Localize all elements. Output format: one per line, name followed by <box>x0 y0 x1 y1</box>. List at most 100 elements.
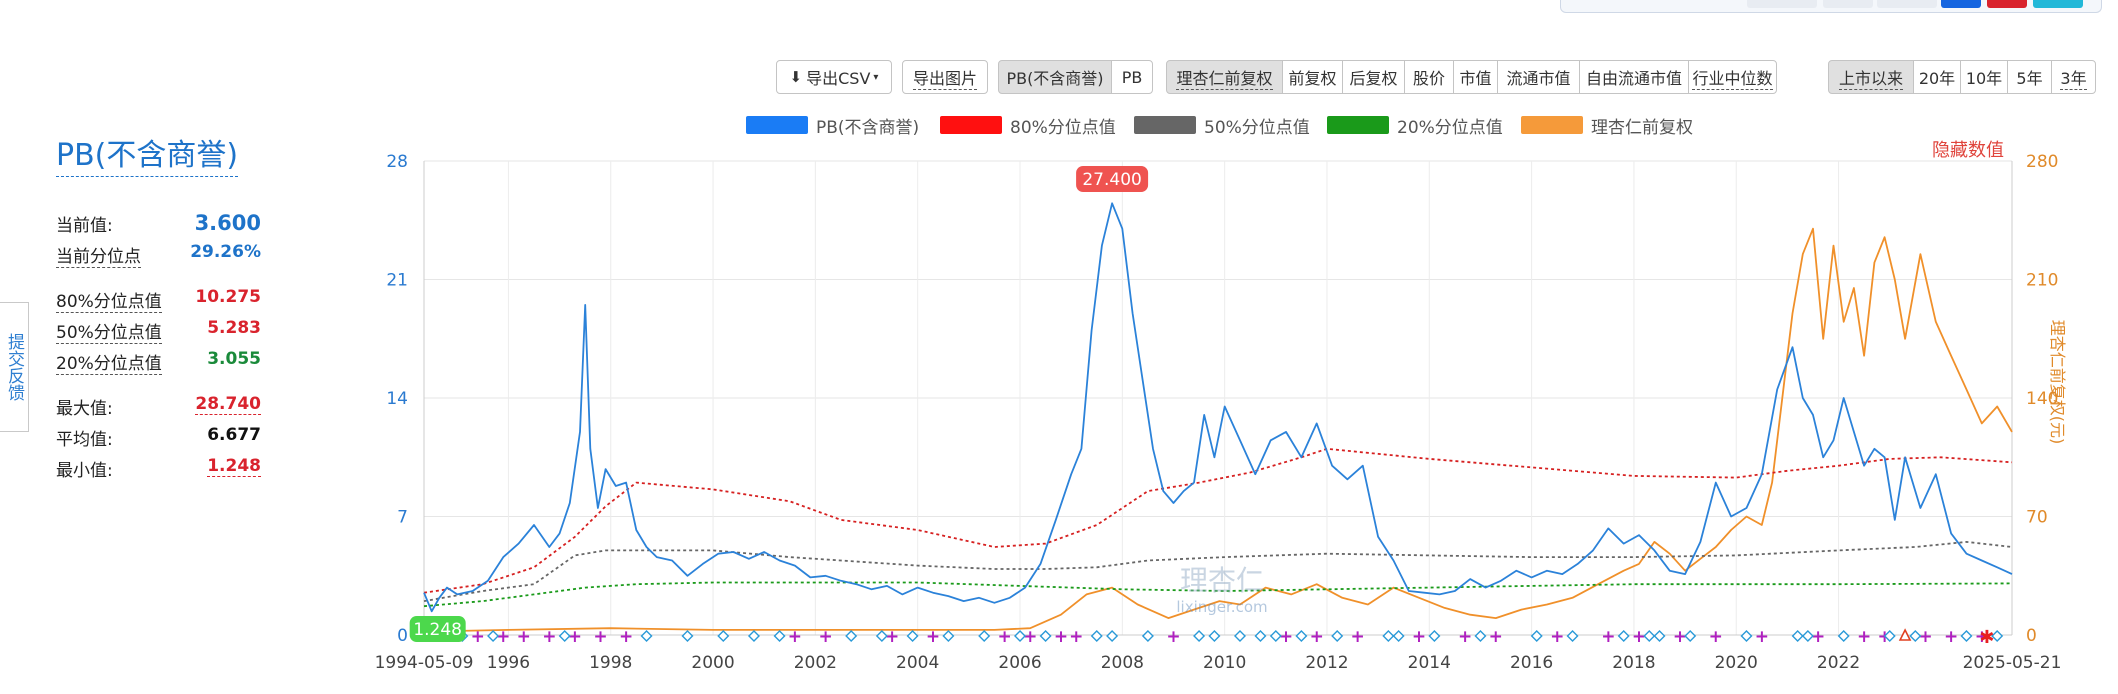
tab-range-0[interactable]: 上市以来 <box>1828 60 1914 94</box>
stat-label: 平均值: <box>56 430 113 450</box>
event-diamond-marker <box>1684 630 1697 642</box>
x-tick: 1998 <box>589 653 632 673</box>
export-image-button[interactable]: 导出图片 <box>902 60 988 94</box>
hide-values-link[interactable]: 隐藏数值 <box>1932 140 2004 161</box>
stat-value: 10.275 <box>195 287 261 307</box>
x-tick: 2012 <box>1305 653 1348 673</box>
x-tick: 2022 <box>1817 653 1860 673</box>
event-diamond-marker <box>1254 630 1267 642</box>
event-diamond-marker <box>487 630 500 642</box>
x-tick: 2004 <box>896 653 939 673</box>
tab-label: 自由流通市值 <box>1585 69 1682 88</box>
tab-pb-ex-goodwill[interactable]: PB(不含商誉) <box>998 60 1112 94</box>
legend-item[interactable]: 50%分位点值 <box>1134 114 1310 138</box>
event-triangle-marker <box>1898 628 1912 641</box>
event-diamond-marker <box>1801 630 1814 642</box>
stat-row: 最小值: 1.248 <box>56 456 261 487</box>
event-plus-marker: + <box>568 627 582 647</box>
watermark-name: 理杏仁 <box>1180 564 1264 597</box>
event-diamond-marker <box>1791 630 1804 642</box>
legend-item[interactable]: 20%分位点值 <box>1327 114 1503 138</box>
legend-label: PB(不含商誉) <box>816 117 920 138</box>
stat-row: 最大值: 28.740 <box>56 394 261 425</box>
event-plus-marker: + <box>1458 627 1472 647</box>
stat-label[interactable]: 80%分位点值 <box>56 287 162 313</box>
event-diamond-marker <box>1653 630 1666 642</box>
event-diamond-marker <box>1331 630 1344 642</box>
tab-pb[interactable]: PB <box>1111 60 1153 94</box>
tab-price-7[interactable]: 行业中位数 <box>1688 60 1777 94</box>
tab-price-6[interactable]: 自由流通市值 <box>1579 60 1689 94</box>
stat-label[interactable]: 当前分位点 <box>56 242 141 268</box>
tab-label: 5年 <box>2016 69 2043 88</box>
stat-label[interactable]: 50%分位点值 <box>56 318 162 344</box>
event-plus-marker: + <box>1023 627 1037 647</box>
tab-label: PB <box>1121 67 1143 87</box>
event-plus-marker: + <box>1673 627 1687 647</box>
event-star-marker: ✱ <box>1979 627 1994 648</box>
event-diamond-marker <box>1909 630 1922 642</box>
event-diamond-marker <box>1428 630 1441 642</box>
event-diamond-marker <box>1991 630 2004 642</box>
top-toolbar-stub <box>1560 0 2102 13</box>
stat-label[interactable]: 20%分位点值 <box>56 349 162 375</box>
y-right-tick: 140 <box>2026 389 2058 409</box>
event-plus-marker: + <box>496 627 510 647</box>
event-diamond-marker <box>1295 630 1308 642</box>
stat-row: 当前值: 3.600 <box>56 211 261 242</box>
legend-swatch <box>1521 116 1583 134</box>
event-plus-marker: + <box>926 627 940 647</box>
event-diamond-marker <box>978 630 991 642</box>
event-diamond-marker <box>1193 630 1206 642</box>
tab-price-2[interactable]: 后复权 <box>1342 60 1405 94</box>
event-plus-marker: + <box>1279 627 1293 647</box>
legend-swatch <box>1134 116 1196 134</box>
right-axis-title: 理杏仁前复权(元) <box>2048 320 2067 445</box>
y-left-tick: 7 <box>397 508 408 528</box>
tab-range-3[interactable]: 5年 <box>2007 60 2052 94</box>
stat-label: 当前值: <box>56 216 113 236</box>
metric-title[interactable]: PB(不含商誉) <box>56 130 239 177</box>
watermark: 理杏仁 lixinger.com <box>1176 564 1267 616</box>
event-plus-marker: + <box>1310 627 1324 647</box>
tab-range-2[interactable]: 10年 <box>1960 60 2008 94</box>
tab-label: 理杏仁前复权 <box>1176 65 1273 90</box>
tab-price-5[interactable]: 流通市值 <box>1497 60 1580 94</box>
tab-label: 流通市值 <box>1506 69 1571 88</box>
legend-item[interactable]: PB(不含商誉) <box>746 114 920 138</box>
x-tick: 2008 <box>1101 653 1144 673</box>
event-diamond-marker <box>640 630 653 642</box>
event-plus-marker: + <box>1166 627 1180 647</box>
tab-price-0[interactable]: 理杏仁前复权 <box>1166 60 1283 94</box>
stat-value: 28.740 <box>195 394 261 415</box>
max-label-bg <box>1076 166 1149 192</box>
event-markers: +++++++++++++++++++++++++++++++++++✱ <box>435 627 2004 648</box>
legend-item[interactable]: 理杏仁前复权 <box>1521 114 1693 138</box>
tab-price-1[interactable]: 前复权 <box>1282 60 1343 94</box>
event-plus-marker: + <box>471 627 485 647</box>
feedback-button[interactable]: 提交反馈 <box>0 302 29 432</box>
y-right-tick: 280 <box>2026 152 2058 172</box>
legend-label: 80%分位点值 <box>1010 117 1116 138</box>
x-tick: 1996 <box>487 653 530 673</box>
tab-range-1[interactable]: 20年 <box>1913 60 1961 94</box>
event-plus-marker: + <box>1069 627 1083 647</box>
event-plus-marker: + <box>542 627 556 647</box>
download-icon: ⬇ <box>789 68 803 86</box>
y-left-tick: 28 <box>386 152 408 172</box>
x-tick: 2010 <box>1203 653 1246 673</box>
event-plus-marker: + <box>1918 627 1932 647</box>
export-csv-label: 导出CSV <box>806 69 871 88</box>
export-csv-button[interactable]: ⬇ 导出CSV ▾ <box>776 60 892 94</box>
event-plus-marker: + <box>1412 627 1426 647</box>
tab-range-4[interactable]: 3年 <box>2051 60 2096 94</box>
stat-row: 80%分位点值 10.275 <box>56 287 261 318</box>
event-plus-marker: + <box>1709 627 1723 647</box>
legend-item[interactable]: 80%分位点值 <box>940 114 1116 138</box>
tab-price-4[interactable]: 市值 <box>1453 60 1498 94</box>
tab-label: 股价 <box>1412 69 1445 88</box>
event-diamond-marker <box>747 630 760 642</box>
event-plus-marker: + <box>1975 627 1989 647</box>
event-diamond-marker <box>845 630 858 642</box>
